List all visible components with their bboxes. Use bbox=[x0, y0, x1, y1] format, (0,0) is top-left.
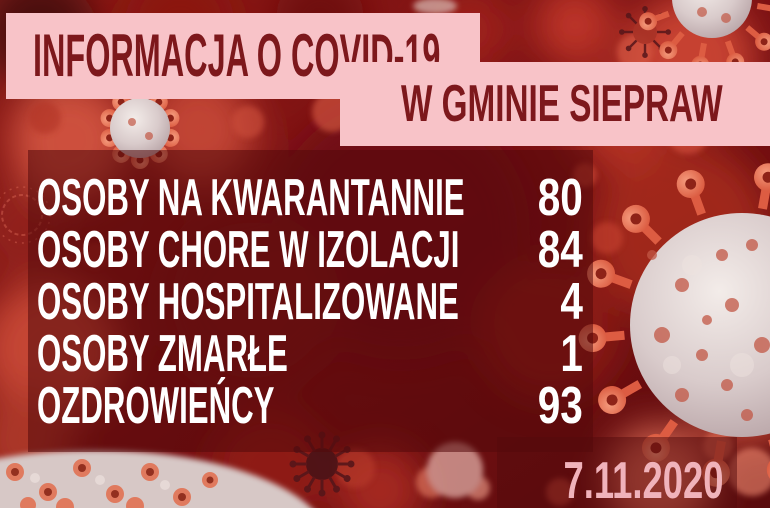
stat-label: OZDROWIEŃCY bbox=[37, 377, 275, 435]
stat-row-isolation: OSOBY CHORE W IZOLACJI 84 bbox=[37, 224, 583, 276]
upper-left-virus bbox=[98, 87, 182, 169]
stat-label: OSOBY ZMARŁE bbox=[37, 325, 288, 383]
page-subtitle: W GMINIE SIEPRAW bbox=[401, 75, 723, 133]
stat-value: 4 bbox=[560, 273, 583, 331]
stat-value: 93 bbox=[537, 377, 583, 435]
stat-value: 84 bbox=[537, 221, 583, 279]
date-overlay-panel bbox=[497, 437, 737, 508]
stat-row-hospitalized: OSOBY HOSPITALIZOWANE 4 bbox=[37, 276, 583, 328]
small-dark-virus bbox=[289, 431, 355, 497]
stat-row-recovered: OZDROWIEŃCY 93 bbox=[37, 380, 583, 432]
stats-overlay-panel bbox=[28, 150, 593, 452]
stat-value: 80 bbox=[537, 169, 583, 227]
top-right-virus bbox=[636, 0, 770, 76]
stat-label: OSOBY CHORE W IZOLACJI bbox=[37, 221, 460, 279]
subtitle-banner: W GMINIE SIEPRAW bbox=[340, 62, 770, 146]
stat-row-quarantine: OSOBY NA KWARANTANNIE 80 bbox=[37, 172, 583, 224]
stat-label: OSOBY HOSPITALIZOWANE bbox=[37, 273, 459, 331]
virus-surface-closeup bbox=[0, 450, 312, 508]
large-coronavirus bbox=[577, 161, 770, 489]
background-highlight bbox=[413, 0, 457, 14]
stat-label: OSOBY NA KWARANTANNIE bbox=[37, 169, 465, 227]
stat-row-deceased: OSOBY ZMARŁE 1 bbox=[37, 328, 583, 380]
report-date: 7.11.2020 bbox=[563, 452, 723, 508]
stat-value: 1 bbox=[560, 325, 583, 383]
